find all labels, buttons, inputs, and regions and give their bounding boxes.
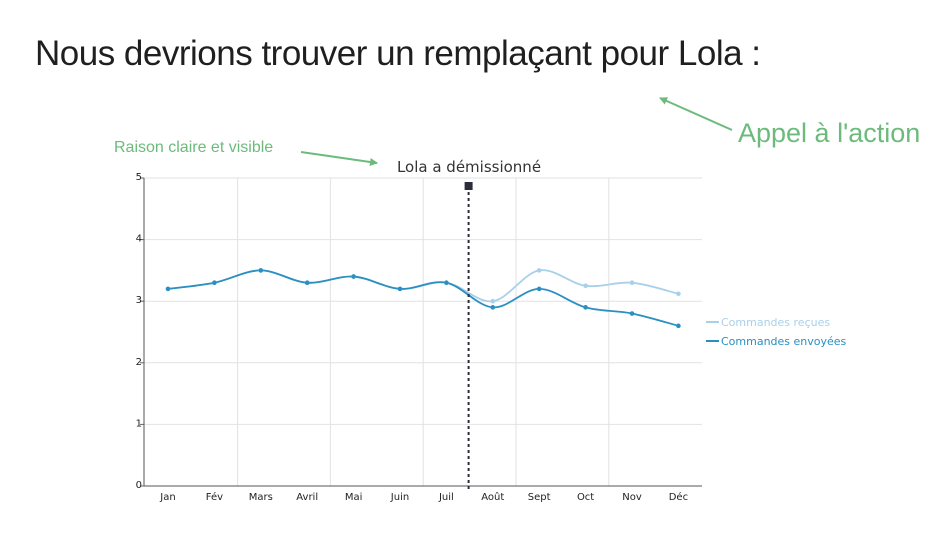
y-tick-label: 0 [136, 480, 142, 491]
reason-arrow [300, 151, 378, 166]
chart-series-lines [167, 269, 679, 327]
data-point [444, 280, 449, 286]
data-point [676, 291, 681, 297]
data-point [583, 283, 588, 289]
x-tick-label: Août [481, 491, 504, 503]
data-point [397, 286, 403, 292]
x-tick-label: Oct [577, 492, 594, 503]
x-tick-label: Nov [622, 492, 642, 503]
x-tick-label: Juil [438, 492, 454, 503]
slide-headline: Nous devrions trouver un remplaçant pour… [35, 34, 761, 73]
y-tick-label: 5 [136, 172, 142, 183]
x-tick-label: Jan [159, 492, 175, 503]
x-tick-label: Avril [296, 492, 318, 503]
x-tick-label: Déc [669, 491, 688, 503]
data-point [258, 268, 264, 273]
x-tick-label: Mai [345, 492, 363, 503]
chart-legend: Commandes reçues Commandes envoyées [706, 316, 847, 348]
data-point [629, 311, 635, 316]
data-point [212, 280, 217, 286]
x-tick-label: Juin [390, 492, 409, 503]
y-tick-label: 3 [136, 295, 142, 306]
chart-series-points [165, 268, 681, 329]
call-to-action-arrow [659, 97, 733, 131]
reason-annotation: Raison claire et visible [114, 139, 274, 156]
data-point [536, 286, 542, 292]
y-tick-label: 1 [136, 418, 142, 429]
data-point [583, 305, 588, 310]
data-point [351, 274, 356, 279]
data-point [490, 298, 496, 304]
data-point [536, 268, 542, 273]
y-tick-label: 2 [136, 357, 142, 368]
x-tick-label: Fév [206, 491, 223, 503]
x-tick-label: Sept [528, 492, 551, 503]
x-tick-label: Mars [249, 492, 273, 503]
call-to-action-annotation: Appel à l'action [738, 118, 921, 148]
data-point [304, 280, 310, 286]
event-marker-cap [464, 182, 473, 190]
data-point [490, 305, 496, 310]
chart-axes: 0 1 2 3 4 5 Jan Fév Mars Avril Mai Juin Juil Août Sept… [136, 172, 702, 503]
data-point [165, 286, 171, 292]
series-line-1 [167, 269, 679, 327]
legend-label-0: Commandes reçues [721, 316, 830, 329]
y-tick-label: 4 [136, 234, 142, 245]
data-point [676, 323, 681, 329]
chart-grid [144, 177, 702, 486]
event-marker [464, 182, 473, 490]
chart-title: Lola a démissionné [397, 158, 541, 176]
data-point [629, 280, 635, 286]
legend-label-1: Commandes envoyées [721, 335, 847, 348]
